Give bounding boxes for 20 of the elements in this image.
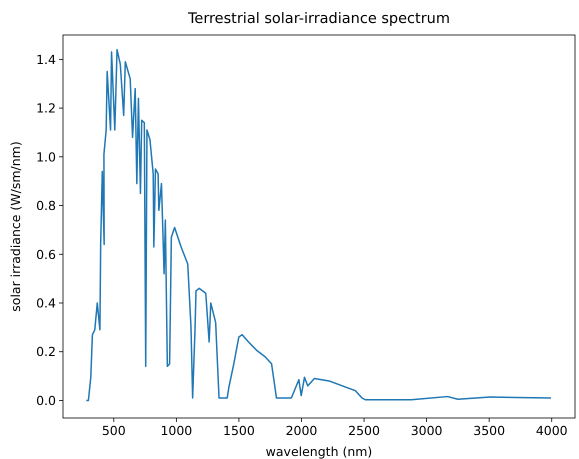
- x-tick-label: 2000: [286, 423, 318, 438]
- y-axis-title: solar irradiance (W/sm/nm): [8, 141, 23, 312]
- y-tick-label: 0.0: [36, 392, 56, 408]
- x-tick-label: 500: [102, 423, 126, 438]
- y-tick-label: 0.2: [36, 344, 56, 360]
- line-series: [86, 48, 552, 402]
- x-tick-label: 1000: [160, 423, 192, 438]
- y-tick-label: 0.8: [36, 198, 56, 214]
- y-tick-label: 1.4: [36, 52, 56, 67]
- x-axis-title: wavelength (nm): [266, 444, 372, 459]
- x-tick-label: 3000: [410, 423, 443, 438]
- y-tick-label: 1.2: [36, 100, 56, 116]
- y-tick-label: 0.6: [36, 246, 56, 262]
- y-tick-label: 0.4: [36, 296, 56, 311]
- x-tick-label: 1500: [223, 423, 255, 438]
- y-tick-label: 1.0: [36, 149, 56, 164]
- x-tick-label: 2500: [348, 423, 380, 438]
- x-tick-label: 3500: [473, 423, 506, 438]
- x-tick-label: 4000: [536, 423, 568, 438]
- chart-title: Terrestrial solar-irradiance spectrum: [187, 11, 450, 27]
